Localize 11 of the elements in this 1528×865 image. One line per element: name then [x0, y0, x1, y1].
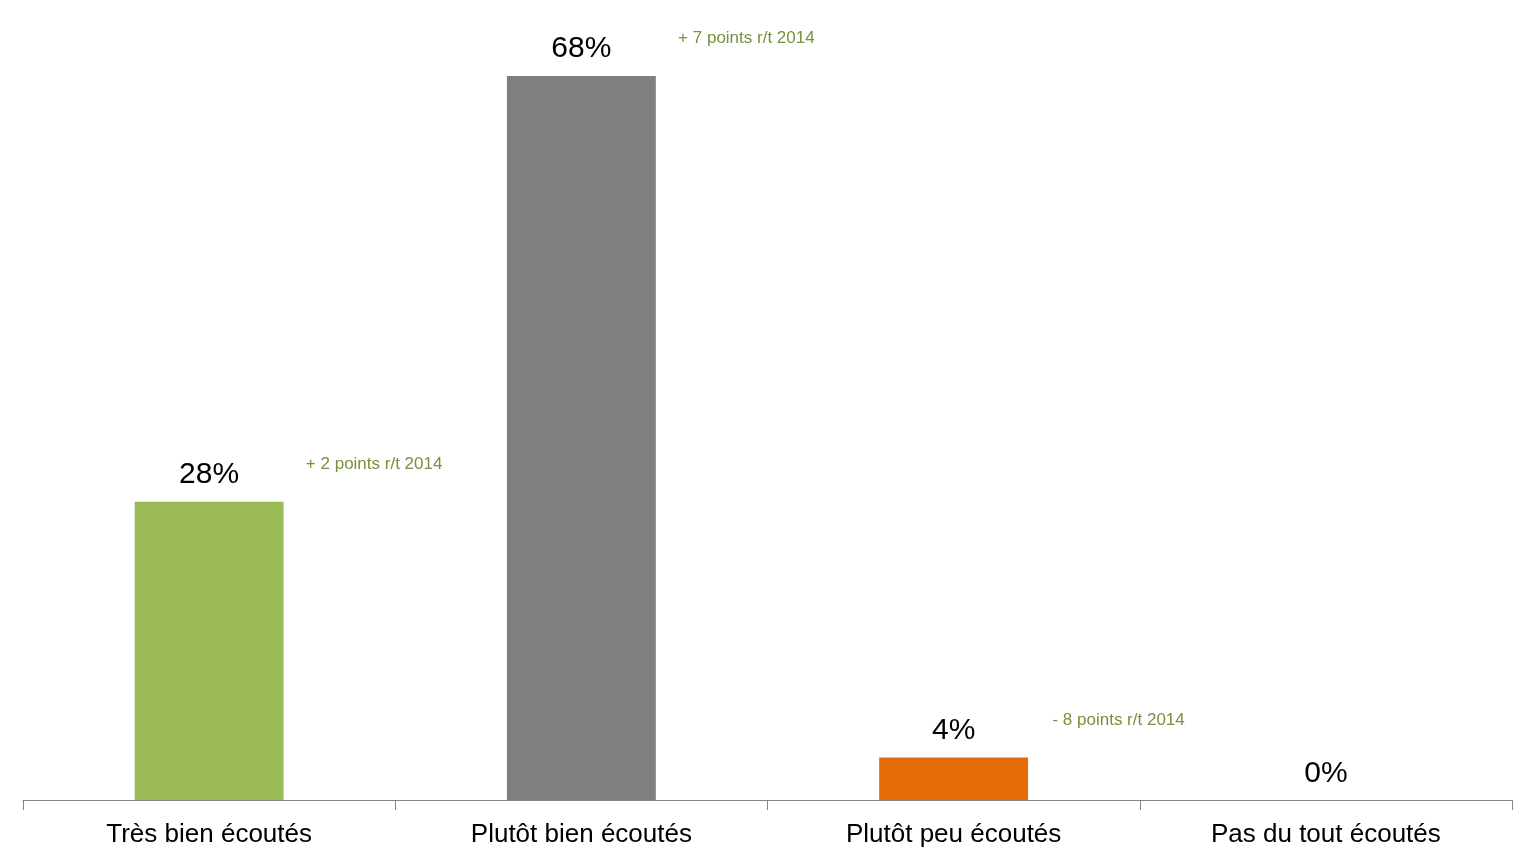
annotation: + 2 points r/t 2014 — [305, 454, 443, 474]
x-tick-label: Plutôt peu écoutés — [845, 818, 1062, 848]
data-label: 68% — [551, 30, 612, 64]
annotation: - 8 points r/t 2014 — [1052, 709, 1185, 729]
x-tick-label: Très bien écoutés — [106, 818, 312, 848]
x-tick-label: Plutôt bien écoutés — [470, 818, 692, 848]
data-label: 28% — [179, 456, 240, 490]
data-label: 4% — [931, 711, 976, 745]
x-tick-label: Pas du tout écoutés — [1210, 818, 1441, 848]
text: + 7 points r/t 2014 — [678, 28, 815, 48]
data-label: 0% — [1304, 754, 1348, 788]
